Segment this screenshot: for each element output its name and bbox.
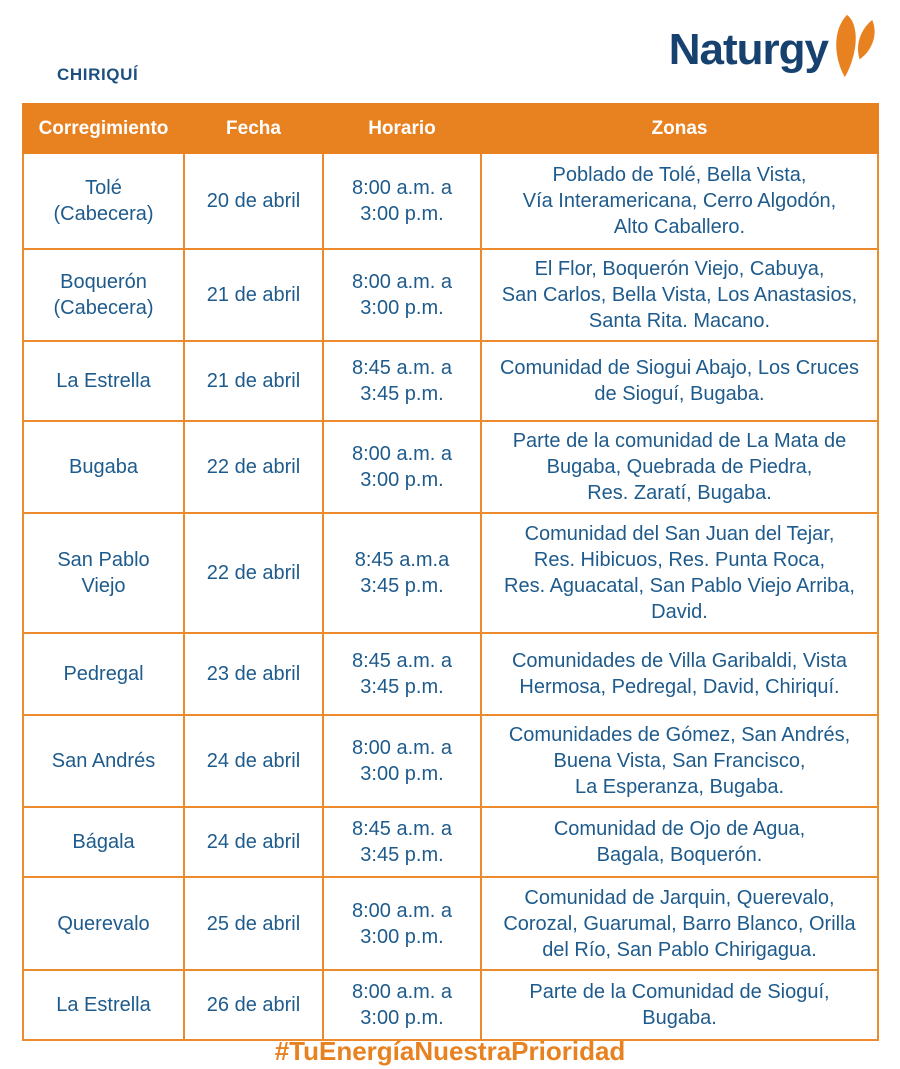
cell-corregimiento: Bugaba bbox=[22, 420, 185, 514]
campaign-hashtag: #TuEnergíaNuestraPrioridad bbox=[274, 1036, 626, 1066]
region-title: CHIRIQUÍ bbox=[57, 65, 139, 84]
table-row: Tolé (Cabecera) 20 de abril 8:00 a.m. a … bbox=[22, 152, 879, 250]
cell-horario: 8:00 a.m. a 3:00 p.m. bbox=[322, 876, 482, 971]
cell-fecha: 20 de abril bbox=[183, 152, 324, 250]
cell-horario: 8:45 a.m.a 3:45 p.m. bbox=[322, 512, 482, 634]
cell-corregimiento: Pedregal bbox=[22, 632, 185, 716]
column-header-zonas: Zonas bbox=[480, 103, 879, 154]
cell-fecha: 24 de abril bbox=[183, 806, 324, 878]
cell-horario: 8:45 a.m. a 3:45 p.m. bbox=[322, 340, 482, 422]
cell-zonas: Parte de la Comunidad de Sioguí, Bugaba. bbox=[480, 969, 879, 1041]
cell-fecha: 22 de abril bbox=[183, 512, 324, 634]
cell-fecha: 23 de abril bbox=[183, 632, 324, 716]
table-row: La Estrella 26 de abril 8:00 a.m. a 3:00… bbox=[22, 969, 879, 1041]
outage-schedule-table: Corregimiento Fecha Horario Zonas Tolé (… bbox=[22, 103, 879, 1041]
table-row: San Andrés 24 de abril 8:00 a.m. a 3:00 … bbox=[22, 714, 879, 808]
table-header-row: Corregimiento Fecha Horario Zonas bbox=[22, 103, 879, 154]
table-row: Bágala 24 de abril 8:45 a.m. a 3:45 p.m.… bbox=[22, 806, 879, 878]
cell-horario: 8:00 a.m. a 3:00 p.m. bbox=[322, 152, 482, 250]
cell-fecha: 24 de abril bbox=[183, 714, 324, 808]
naturgy-butterfly-icon bbox=[836, 14, 875, 78]
cell-corregimiento: La Estrella bbox=[22, 969, 185, 1041]
cell-horario: 8:00 a.m. a 3:00 p.m. bbox=[322, 248, 482, 342]
column-header-fecha: Fecha bbox=[183, 103, 324, 154]
cell-zonas: Comunidad de Siogui Abajo, Los Cruces de… bbox=[480, 340, 879, 422]
naturgy-wordmark: Naturgy bbox=[668, 25, 829, 74]
page-header: CHIRIQUÍ Naturgy bbox=[0, 0, 900, 103]
cell-horario: 8:45 a.m. a 3:45 p.m. bbox=[322, 806, 482, 878]
cell-corregimiento: San Pablo Viejo bbox=[22, 512, 185, 634]
cell-corregimiento: Querevalo bbox=[22, 876, 185, 971]
cell-corregimiento: Bágala bbox=[22, 806, 185, 878]
column-header-corregimiento: Corregimiento bbox=[22, 103, 185, 154]
cell-fecha: 25 de abril bbox=[183, 876, 324, 971]
cell-horario: 8:45 a.m. a 3:45 p.m. bbox=[322, 632, 482, 716]
cell-horario: 8:00 a.m. a 3:00 p.m. bbox=[322, 714, 482, 808]
cell-zonas: El Flor, Boquerón Viejo, Cabuya, San Car… bbox=[480, 248, 879, 342]
table-row: Pedregal 23 de abril 8:45 a.m. a 3:45 p.… bbox=[22, 632, 879, 716]
cell-horario: 8:00 a.m. a 3:00 p.m. bbox=[322, 969, 482, 1041]
cell-corregimiento: San Andrés bbox=[22, 714, 185, 808]
cell-corregimiento: Tolé (Cabecera) bbox=[22, 152, 185, 250]
cell-zonas: Comunidad de Jarquin, Querevalo, Corozal… bbox=[480, 876, 879, 971]
column-header-horario: Horario bbox=[322, 103, 482, 154]
table-row: Bugaba 22 de abril 8:00 a.m. a 3:00 p.m.… bbox=[22, 420, 879, 514]
cell-zonas: Comunidad del San Juan del Tejar, Res. H… bbox=[480, 512, 879, 634]
cell-corregimiento: Boquerón (Cabecera) bbox=[22, 248, 185, 342]
table-row: Querevalo 25 de abril 8:00 a.m. a 3:00 p… bbox=[22, 876, 879, 971]
cell-corregimiento: La Estrella bbox=[22, 340, 185, 422]
table-row: Boquerón (Cabecera) 21 de abril 8:00 a.m… bbox=[22, 248, 879, 342]
cell-fecha: 21 de abril bbox=[183, 340, 324, 422]
table-row: La Estrella 21 de abril 8:45 a.m. a 3:45… bbox=[22, 340, 879, 422]
cell-zonas: Comunidades de Gómez, San Andrés, Buena … bbox=[480, 714, 879, 808]
cell-horario: 8:00 a.m. a 3:00 p.m. bbox=[322, 420, 482, 514]
cell-fecha: 22 de abril bbox=[183, 420, 324, 514]
table-row: San Pablo Viejo 22 de abril 8:45 a.m.a 3… bbox=[22, 512, 879, 634]
cell-zonas: Parte de la comunidad de La Mata de Buga… bbox=[480, 420, 879, 514]
naturgy-logo: Naturgy bbox=[669, 14, 876, 80]
cell-zonas: Comunidades de Villa Garibaldi, Vista He… bbox=[480, 632, 879, 716]
cell-zonas: Comunidad de Ojo de Agua, Bagala, Boquer… bbox=[480, 806, 879, 878]
cell-fecha: 21 de abril bbox=[183, 248, 324, 342]
cell-zonas: Poblado de Tolé, Bella Vista, Vía Intera… bbox=[480, 152, 879, 250]
cell-fecha: 26 de abril bbox=[183, 969, 324, 1041]
